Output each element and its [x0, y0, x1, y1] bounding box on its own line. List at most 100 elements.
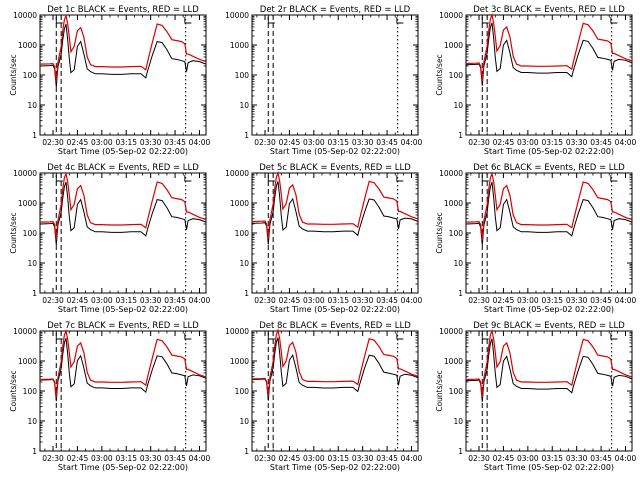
- interval-marker: [267, 333, 275, 340]
- x-tick-label: 02:30: [254, 296, 276, 305]
- series-events-line: [465, 338, 633, 402]
- y-tick-label: 1000: [444, 357, 463, 366]
- x-tick-label: 03:15: [327, 138, 349, 147]
- x-tick-label: 03:45: [590, 138, 612, 147]
- x-tick-label: 02:45: [279, 454, 301, 463]
- y-tick-label: 100: [235, 387, 250, 396]
- series-events-line: [39, 338, 207, 402]
- x-tick-label: 04:00: [615, 296, 637, 305]
- chart-panel-5: Det 5c BLACK = Events, RED = LLD 1 10 100 10…: [225, 163, 422, 314]
- x-tick-label: 02:30: [254, 138, 276, 147]
- x-tick-label: 04:00: [615, 454, 637, 463]
- chart-title: Det 9c BLACK = Events, RED = LLD: [473, 321, 625, 331]
- series-lld-line: [465, 328, 633, 398]
- interval-marker: [396, 333, 404, 340]
- x-tick-label: 02:30: [42, 138, 64, 147]
- y-tick-label: 100: [23, 229, 38, 238]
- x-tick-label: 03:30: [140, 454, 162, 463]
- x-tick-label: 03:45: [376, 296, 398, 305]
- x-tick-label: 03:30: [140, 296, 162, 305]
- chart-title: Det 6c BLACK = Events, RED = LLD: [473, 163, 625, 173]
- x-tick-label: 03:00: [91, 138, 113, 147]
- x-axis-label: Start Time (05-Sep-02 02:22:00): [270, 305, 400, 314]
- y-tick-label: 10000: [13, 327, 37, 336]
- x-tick-label: 04:00: [401, 138, 423, 147]
- interval-marker: [55, 175, 63, 182]
- y-tick-label: 1000: [230, 357, 249, 366]
- y-axis-label: Counts/sec: [9, 370, 18, 411]
- y-tick-label: 10: [27, 101, 37, 110]
- interval-marker: [610, 17, 618, 24]
- plot-frame: [39, 14, 207, 136]
- x-tick-label: 03:45: [164, 296, 186, 305]
- y-tick-label: 1000: [444, 199, 463, 208]
- y-tick-label: 10000: [439, 327, 463, 336]
- interval-marker: [267, 175, 275, 182]
- x-tick-label: 04:00: [401, 296, 423, 305]
- x-tick-label: 02:45: [279, 296, 301, 305]
- series-lld-line: [39, 328, 207, 398]
- chart-title: Det 8c BLACK = Events, RED = LLD: [259, 321, 411, 331]
- interval-marker: [55, 17, 63, 24]
- y-tick-label: 10: [27, 417, 37, 426]
- series-events-line: [251, 181, 419, 245]
- x-tick-label: 02:30: [42, 454, 64, 463]
- x-tick-label: 03:15: [115, 138, 137, 147]
- plot-frame: [251, 172, 419, 294]
- y-axis-label: Counts/sec: [435, 54, 444, 95]
- x-tick-label: 03:00: [303, 138, 325, 147]
- chart-title: Det 7c BLACK = Events, RED = LLD: [47, 321, 199, 331]
- y-axis-label: Counts/sec: [435, 370, 444, 411]
- chart-panel-8: Det 8c BLACK = Events, RED = LLD 1 10 100 10…: [225, 321, 422, 472]
- interval-marker: [481, 17, 489, 24]
- x-tick-label: 03:45: [164, 454, 186, 463]
- x-tick-label: 03:15: [327, 454, 349, 463]
- y-tick-label: 1: [458, 447, 463, 456]
- y-axis-label: Counts/sec: [9, 54, 18, 95]
- x-tick-label: 04:00: [189, 296, 211, 305]
- y-tick-label: 1: [32, 289, 37, 298]
- interval-marker: [610, 175, 618, 182]
- x-tick-label: 03:15: [115, 454, 137, 463]
- chart-panel-4: Det 4c BLACK = Events, RED = LLD 1 10 100 10…: [9, 163, 211, 314]
- y-tick-label: 1000: [18, 199, 37, 208]
- x-tick-label: 03:45: [164, 138, 186, 147]
- chart-title: Det 3c BLACK = Events, RED = LLD: [473, 5, 625, 15]
- y-tick-label: 10000: [13, 169, 37, 178]
- x-tick-label: 02:45: [67, 454, 89, 463]
- x-tick-label: 02:30: [468, 296, 490, 305]
- x-tick-label: 03:30: [566, 138, 588, 147]
- x-tick-label: 03:15: [115, 296, 137, 305]
- y-axis-label: Counts/sec: [9, 212, 18, 253]
- x-tick-label: 03:30: [566, 454, 588, 463]
- series-lld-line: [251, 328, 419, 397]
- y-tick-label: 10000: [439, 169, 463, 178]
- series-events-line: [465, 181, 633, 245]
- x-tick-label: 04:00: [615, 138, 637, 147]
- x-tick-label: 04:00: [189, 454, 211, 463]
- plot-frame: [39, 330, 207, 452]
- y-tick-label: 10000: [225, 169, 249, 178]
- x-tick-label: 03:30: [140, 138, 162, 147]
- chart-panel-7: Det 7c BLACK = Events, RED = LLD 1 10 100 10…: [9, 321, 211, 472]
- chart-panel-6: Det 6c BLACK = Events, RED = LLD 1 10 100 10…: [435, 163, 637, 314]
- chart-panel-3: Det 3c BLACK = Events, RED = LLD 1 10 100 10…: [435, 5, 637, 156]
- x-tick-label: 03:15: [541, 138, 563, 147]
- x-tick-label: 03:00: [517, 296, 539, 305]
- y-tick-label: 10: [453, 259, 463, 268]
- y-tick-label: 10000: [225, 327, 249, 336]
- x-tick-label: 03:15: [541, 296, 563, 305]
- x-tick-label: 03:00: [517, 138, 539, 147]
- y-tick-label: 10000: [225, 11, 249, 20]
- x-tick-label: 03:15: [327, 296, 349, 305]
- x-axis-label: Start Time (05-Sep-02 02:22:00): [484, 305, 614, 314]
- series-lld-line: [39, 171, 207, 240]
- y-tick-label: 10000: [439, 11, 463, 20]
- x-axis-label: Start Time (05-Sep-02 02:22:00): [484, 147, 614, 156]
- x-tick-label: 02:30: [42, 296, 64, 305]
- series-lld-line: [39, 13, 207, 82]
- interval-marker: [184, 17, 192, 24]
- x-tick-label: 02:30: [468, 138, 490, 147]
- y-tick-label: 100: [449, 387, 464, 396]
- x-tick-label: 03:30: [352, 454, 374, 463]
